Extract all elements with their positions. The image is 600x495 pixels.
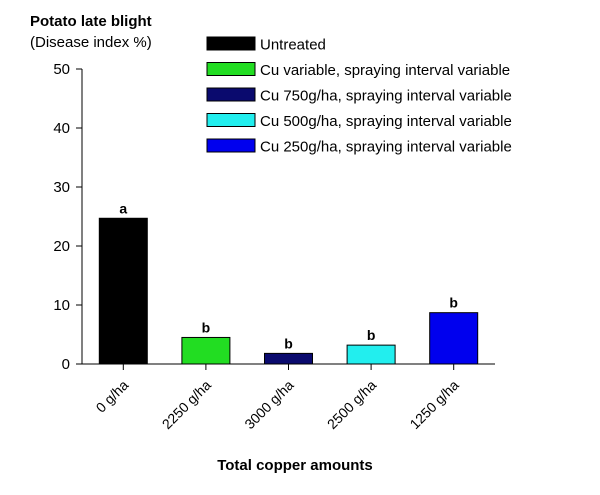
chart-title: Potato late blight: [30, 13, 152, 30]
x-tick-label: 0 g/ha: [93, 377, 132, 416]
bar-letter-label: b: [202, 319, 211, 335]
legend-swatch: [206, 36, 256, 51]
legend-swatch: [206, 138, 256, 153]
chart-subtitle: (Disease index %): [30, 34, 152, 51]
legend-entry: Cu 500g/ha, spraying interval variable: [260, 113, 512, 130]
bar: [181, 336, 231, 365]
bar: [429, 312, 479, 365]
bar-letter-label: a: [119, 200, 127, 216]
bar: [98, 217, 148, 365]
legend-entry: Cu variable, spraying interval variable: [260, 62, 510, 79]
legend-entry: Cu 750g/ha, spraying interval variable: [260, 88, 512, 105]
bar-letter-label: b: [449, 295, 458, 311]
bar-letter-label: b: [284, 335, 293, 351]
bar: [264, 352, 313, 365]
y-tick-label: 10: [53, 297, 70, 314]
bars: a b b b b: [98, 200, 479, 365]
y-tick-label: 50: [53, 61, 70, 78]
legend-entry: Untreated: [260, 37, 326, 54]
bar-letter-label: b: [367, 327, 376, 343]
legend-swatch: [206, 113, 256, 127]
legend-entry: Cu 250g/ha, spraying interval variable: [260, 139, 512, 156]
y-tick-label: 40: [53, 120, 70, 137]
x-tick-label: 1250 g/ha: [406, 377, 462, 433]
y-tick-label: 0: [62, 356, 70, 373]
legend-swatch: [206, 62, 256, 76]
x-tick-label: 3000 g/ha: [241, 377, 297, 433]
bar: [346, 344, 396, 365]
x-axis-label: Total copper amounts: [217, 457, 373, 474]
x-tick-label: 2500 g/ha: [324, 377, 380, 433]
legend: Untreated Cu variable, spraying interval …: [206, 36, 512, 156]
x-tick-label: 2250 g/ha: [159, 377, 215, 433]
y-tick-label: 30: [53, 179, 70, 196]
legend-swatch: [206, 87, 256, 102]
y-tick-label: 20: [53, 238, 70, 255]
